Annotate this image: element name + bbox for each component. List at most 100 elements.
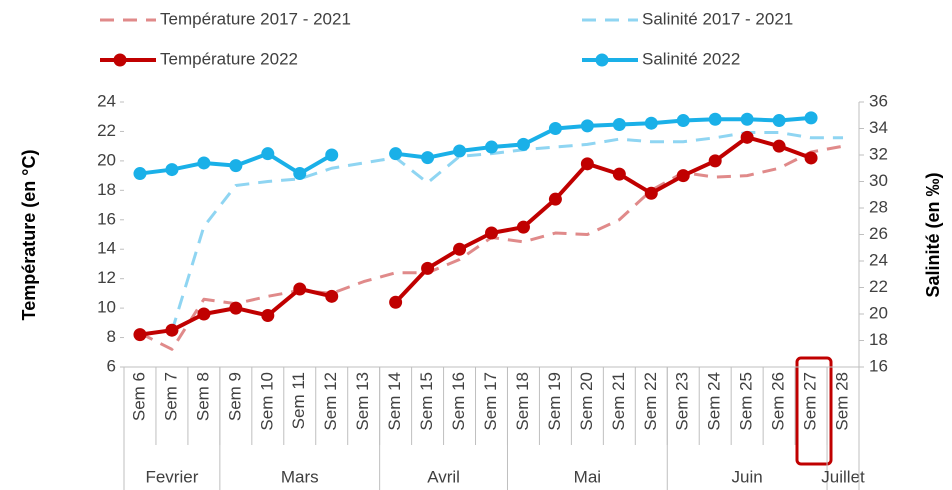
group-label: Juin [732,467,763,486]
y2-tick-label: 34 [869,118,888,137]
group-label: Juillet [821,467,865,486]
point [229,159,243,173]
point [133,328,147,342]
x-tick-label: Sem 7 [161,372,180,421]
point [197,307,211,321]
point [261,308,275,322]
y2-tick-label: 20 [869,303,888,322]
y-tick-label: 22 [97,121,116,140]
point [644,116,658,130]
x-tick-label: Sem 27 [801,372,820,431]
y2-tick-label: 18 [869,330,888,349]
point [740,130,754,144]
legend-label: Salinité 2022 [642,49,740,68]
legend-label: Température 2022 [160,49,298,68]
point [197,156,211,170]
x-tick-label: Sem 19 [545,372,564,431]
legend-marker [595,53,609,67]
x-tick-label: Sem 8 [193,372,212,421]
point [708,154,722,168]
y-tick-label: 20 [97,150,116,169]
point [229,301,243,315]
x-tick-label: Sem 12 [321,372,340,431]
x-tick-label: Sem 16 [449,372,468,431]
y-axis-title: Température (en °C) [19,150,39,321]
point [580,119,594,133]
y-tick-label: 6 [107,356,116,375]
point [740,112,754,126]
point [644,186,658,200]
point [485,226,498,240]
group-label: Avril [427,467,460,486]
x-tick-label: Sem 13 [353,372,372,431]
y-tick-label: 10 [97,298,116,317]
x-tick-label: Sem 21 [609,372,628,431]
point [293,282,307,296]
x-tick-label: Sem 15 [417,372,436,431]
point [804,111,818,125]
x-tick-label: Sem 20 [577,372,596,431]
x-tick-label: Sem 26 [769,372,788,431]
x-tick-label: Sem 24 [705,372,724,431]
y2-tick-label: 26 [869,224,888,243]
x-tick-label: Sem 28 [833,372,852,431]
point [261,147,275,161]
point [516,137,530,151]
group-label: Fevrier [145,467,198,486]
point [421,151,435,165]
legend-marker [113,53,127,67]
point [421,261,435,275]
y2-tick-label: 24 [869,250,888,269]
series-line [139,144,844,351]
point [676,114,690,128]
point [389,295,403,309]
point [389,147,403,161]
x-tick-label: Sem 9 [225,372,244,421]
point [612,167,626,181]
point [453,144,467,158]
point [804,151,818,165]
x-tick-label: Sem 14 [385,372,404,431]
point [580,157,594,171]
y2-tick-label: 16 [869,356,888,375]
series-line [170,130,844,332]
y2-tick-label: 30 [869,171,888,190]
point [133,167,147,181]
legend-label: Salinité 2017 - 2021 [642,9,793,28]
point [772,139,786,153]
y2-tick-label: 32 [869,144,888,163]
x-tick-label: Sem 10 [257,372,276,431]
y-tick-label: 14 [97,239,116,258]
y-tick-label: 24 [97,91,116,110]
group-label: Mai [574,467,601,486]
x-tick-label: Sem 18 [513,372,532,431]
x-tick-label: Sem 6 [129,372,148,421]
y2-tick-label: 28 [869,197,888,216]
point [165,323,179,337]
point [708,112,722,126]
point [548,192,562,206]
point [548,122,562,135]
point [293,167,307,181]
legend-label: Température 2017 - 2021 [160,9,351,28]
highlight-box [795,356,833,466]
y-tick-label: 8 [107,327,116,346]
y-tick-label: 18 [97,180,116,199]
x-tick-label: Sem 25 [737,372,756,431]
point [516,220,530,234]
y-tick-label: 16 [97,209,116,228]
y2-axis-title: Salinité (en ‰) [923,172,943,297]
x-tick-label: Sem 17 [481,372,500,431]
point [325,289,339,303]
group-label: Mars [281,467,319,486]
point [453,242,467,256]
point [612,118,626,132]
x-tick-label: Sem 23 [673,372,692,431]
y2-tick-label: 22 [869,277,888,296]
point [485,140,498,154]
x-tick-label: Sem 11 [289,372,308,429]
x-tick-label: Sem 22 [641,372,660,431]
point [325,148,339,162]
point [165,163,179,177]
